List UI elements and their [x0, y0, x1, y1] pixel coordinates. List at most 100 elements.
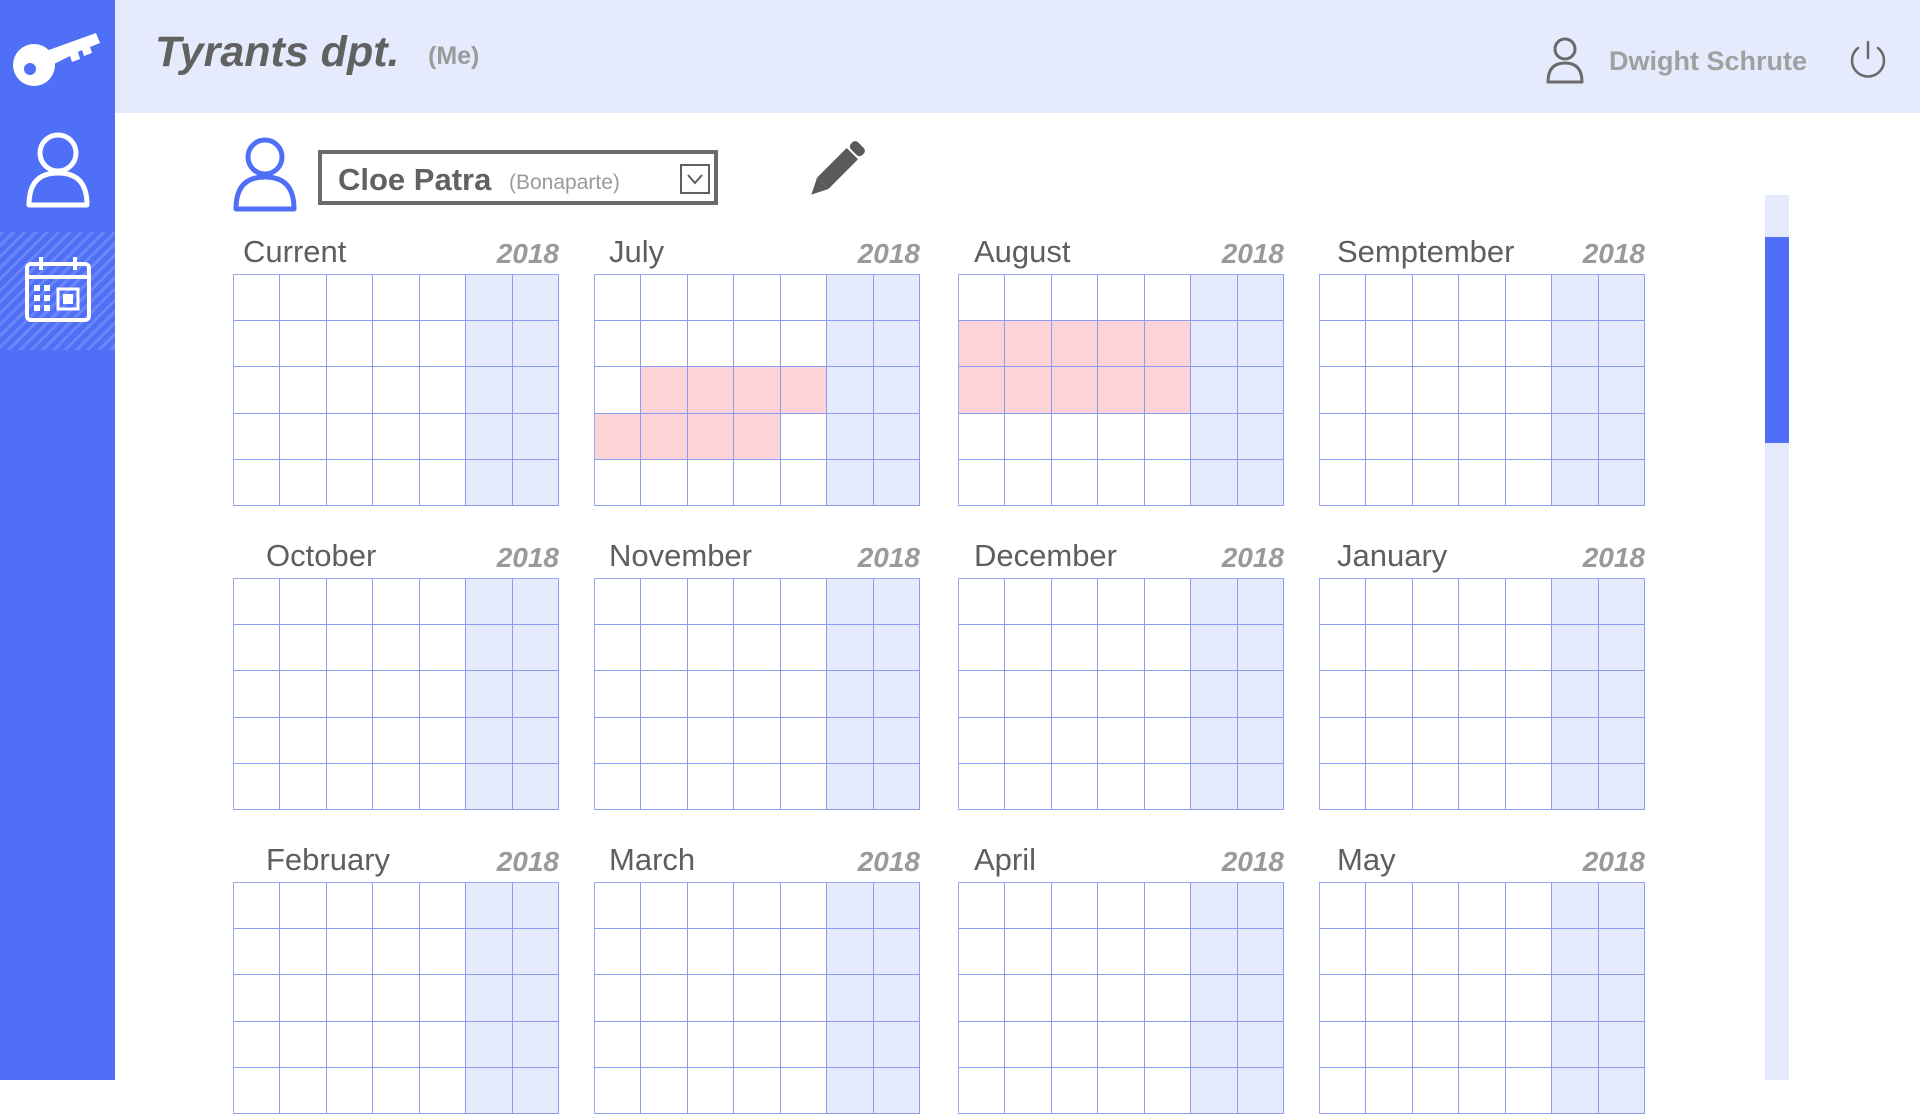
- day-cell[interactable]: [1191, 929, 1238, 976]
- day-cell[interactable]: [466, 275, 513, 322]
- day-cell[interactable]: [1598, 1021, 1645, 1068]
- day-cell[interactable]: [734, 579, 781, 626]
- day-cell[interactable]: [1320, 883, 1367, 930]
- day-cell[interactable]: [466, 1067, 513, 1114]
- day-cell[interactable]: [959, 717, 1006, 764]
- day-cell[interactable]: [780, 579, 828, 626]
- day-cell[interactable]: [1459, 579, 1506, 626]
- day-cell[interactable]: [687, 1067, 735, 1114]
- day-cell[interactable]: [1005, 625, 1052, 672]
- day-cell[interactable]: [419, 321, 467, 368]
- day-cell[interactable]: [419, 459, 467, 506]
- day-cell[interactable]: [1505, 929, 1553, 976]
- day-cell[interactable]: [466, 367, 513, 414]
- day-cell[interactable]: [1191, 883, 1238, 930]
- day-cell[interactable]: [373, 1067, 420, 1114]
- day-cell[interactable]: [1598, 625, 1645, 672]
- day-cell[interactable]: [1191, 367, 1238, 414]
- day-cell[interactable]: [734, 1067, 781, 1114]
- day-cell[interactable]: [780, 1067, 828, 1114]
- day-cell[interactable]: [1459, 367, 1506, 414]
- day-cell[interactable]: [1552, 367, 1599, 414]
- day-cell[interactable]: [687, 459, 735, 506]
- day-cell[interactable]: [595, 975, 642, 1022]
- day-cell[interactable]: [1459, 625, 1506, 672]
- day-cell[interactable]: [234, 321, 281, 368]
- day-cell[interactable]: [1552, 459, 1599, 506]
- day-cell[interactable]: [373, 717, 420, 764]
- day-cell[interactable]: [641, 671, 688, 718]
- day-cell[interactable]: [1005, 1067, 1052, 1114]
- day-cell[interactable]: [1412, 929, 1460, 976]
- day-cell[interactable]: [1459, 883, 1506, 930]
- day-cell[interactable]: [1237, 367, 1284, 414]
- day-cell[interactable]: [234, 579, 281, 626]
- day-cell[interactable]: [1191, 459, 1238, 506]
- day-cell[interactable]: [1051, 459, 1099, 506]
- day-cell[interactable]: [1505, 625, 1553, 672]
- day-cell-absence[interactable]: [641, 367, 688, 414]
- day-cell[interactable]: [827, 413, 874, 460]
- day-cell-absence[interactable]: [734, 413, 781, 460]
- day-cell[interactable]: [734, 1021, 781, 1068]
- day-cell[interactable]: [512, 929, 559, 976]
- day-cell[interactable]: [1320, 625, 1367, 672]
- day-cell[interactable]: [419, 275, 467, 322]
- day-cell[interactable]: [466, 671, 513, 718]
- day-cell[interactable]: [234, 929, 281, 976]
- day-cell[interactable]: [959, 459, 1006, 506]
- day-cell[interactable]: [512, 413, 559, 460]
- day-cell[interactable]: [1505, 413, 1553, 460]
- day-cell[interactable]: [641, 883, 688, 930]
- day-cell[interactable]: [1552, 763, 1599, 810]
- day-cell[interactable]: [780, 975, 828, 1022]
- day-cell[interactable]: [595, 579, 642, 626]
- day-cell-absence[interactable]: [1098, 321, 1145, 368]
- day-cell[interactable]: [1320, 929, 1367, 976]
- day-cell[interactable]: [959, 1067, 1006, 1114]
- day-cell[interactable]: [959, 579, 1006, 626]
- user-name[interactable]: Dwight Schrute: [1609, 46, 1808, 76]
- day-cell[interactable]: [1051, 671, 1099, 718]
- day-cell[interactable]: [959, 275, 1006, 322]
- day-cell[interactable]: [1412, 763, 1460, 810]
- day-cell[interactable]: [466, 929, 513, 976]
- day-cell[interactable]: [1505, 367, 1553, 414]
- day-cell[interactable]: [827, 671, 874, 718]
- day-cell[interactable]: [1320, 321, 1367, 368]
- day-cell[interactable]: [827, 975, 874, 1022]
- day-cell[interactable]: [419, 625, 467, 672]
- day-cell-absence[interactable]: [1144, 367, 1192, 414]
- pencil-icon[interactable]: [798, 136, 870, 213]
- day-cell[interactable]: [641, 1067, 688, 1114]
- day-cell-absence[interactable]: [595, 413, 642, 460]
- day-cell[interactable]: [1191, 579, 1238, 626]
- day-cell[interactable]: [1237, 275, 1284, 322]
- day-cell[interactable]: [373, 883, 420, 930]
- day-cell[interactable]: [780, 413, 828, 460]
- day-cell[interactable]: [419, 579, 467, 626]
- day-cell[interactable]: [1144, 763, 1192, 810]
- day-cell[interactable]: [1237, 671, 1284, 718]
- day-cell[interactable]: [466, 321, 513, 368]
- day-cell[interactable]: [827, 367, 874, 414]
- day-cell[interactable]: [466, 763, 513, 810]
- day-cell[interactable]: [373, 975, 420, 1022]
- day-cell[interactable]: [1552, 321, 1599, 368]
- day-cell[interactable]: [873, 883, 920, 930]
- day-cell[interactable]: [641, 1021, 688, 1068]
- day-cell-absence[interactable]: [687, 413, 735, 460]
- day-cell[interactable]: [326, 367, 374, 414]
- day-cell[interactable]: [1552, 413, 1599, 460]
- day-cell[interactable]: [1005, 671, 1052, 718]
- day-cell[interactable]: [326, 321, 374, 368]
- day-cell[interactable]: [1366, 459, 1413, 506]
- day-cell[interactable]: [1051, 929, 1099, 976]
- day-cell[interactable]: [1552, 975, 1599, 1022]
- day-cell[interactable]: [234, 625, 281, 672]
- day-cell[interactable]: [1005, 883, 1052, 930]
- day-cell[interactable]: [1598, 763, 1645, 810]
- day-cell[interactable]: [466, 883, 513, 930]
- day-cell[interactable]: [1191, 763, 1238, 810]
- day-cell[interactable]: [326, 883, 374, 930]
